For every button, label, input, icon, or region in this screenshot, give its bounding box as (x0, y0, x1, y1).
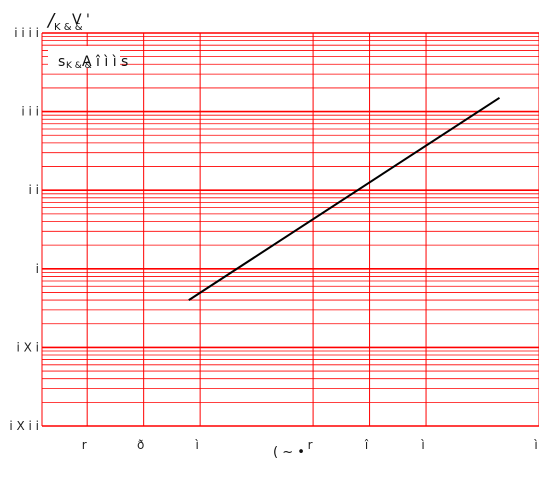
annotation-value: A î ì ì s (82, 54, 128, 70)
y-tick-label: i (36, 262, 39, 276)
y-tick-label: i i i i (14, 26, 39, 40)
y-tick-label: i i i (21, 105, 39, 119)
y-axis-label-subscript: K & & (54, 22, 83, 33)
x-tick-label: î (364, 438, 369, 452)
y-axis-label: / (46, 10, 56, 31)
y-tick-labels: i i i i i i i i i i i X i i X i i (9, 26, 39, 433)
y-axis-label-tail: V ' (72, 12, 90, 28)
annotation-subscript: K & & (66, 61, 92, 71)
annotation-label: s (58, 54, 65, 70)
major-gridlines (41, 32, 539, 427)
x-tick-label: ð (137, 438, 144, 452)
x-tick-label: ì (533, 438, 537, 452)
minor-gridlines (42, 36, 539, 403)
x-axis-label: ( ~ • (273, 445, 305, 460)
y-tick-label: i X i (16, 340, 39, 354)
y-tick-label: i X i i (9, 419, 39, 433)
y-tick-label: i i (29, 183, 39, 197)
x-tick-label: r (308, 438, 313, 452)
x-tick-label: ì (194, 438, 198, 452)
annotation-box (48, 46, 120, 68)
x-tick-label: ì (420, 438, 424, 452)
data-line (188, 96, 501, 301)
series-layer (188, 96, 501, 301)
x-tick-label: r (82, 438, 87, 452)
